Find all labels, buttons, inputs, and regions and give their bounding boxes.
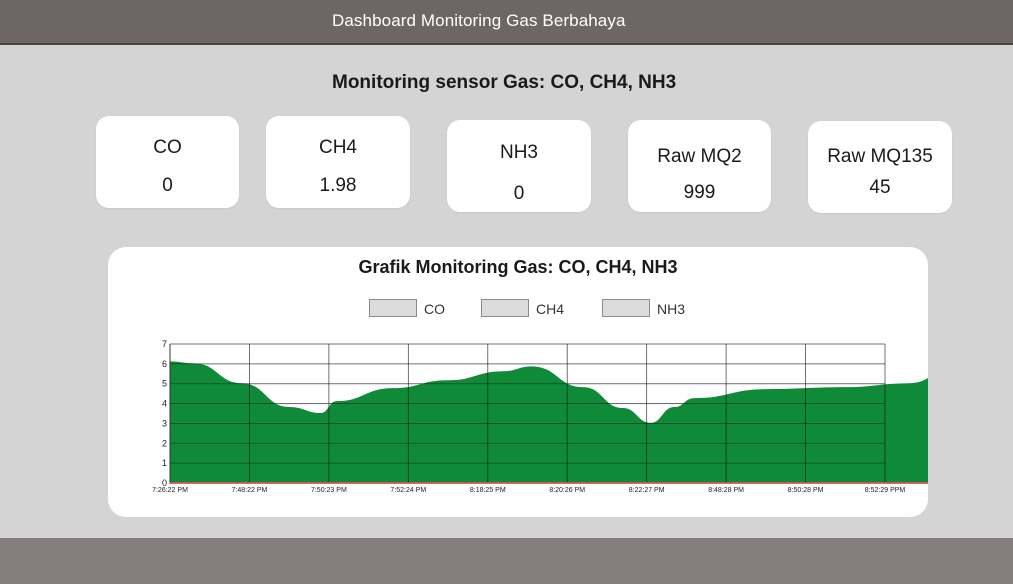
sensor-card-raw-mq2: Raw MQ2 999 [628, 120, 771, 212]
legend-label: CO [424, 301, 445, 317]
sensor-value: 0 [162, 175, 173, 196]
page-title: Monitoring sensor Gas: CO, CH4, NH3 [332, 72, 677, 93]
x-tick-label: 8:52:29 PPM [865, 487, 906, 494]
x-tick-label: 7:52:24 PM [390, 487, 426, 494]
legend-label: NH3 [657, 301, 686, 317]
sensor-value: 0 [513, 183, 525, 204]
x-tick-label: 7:48:22 PM [232, 487, 268, 494]
x-tick-label: 8:22:27 PM [629, 487, 665, 494]
x-tick-label: 7:26:22 PM [152, 487, 188, 494]
sensor-label: NH3 [499, 142, 538, 163]
sensor-card-raw-mq135: Raw MQ135 45 [808, 121, 952, 213]
area-series-ch4 [169, 361, 928, 484]
chart-panel: Grafik Monitoring Gas: CO, CH4, NH3 CO C… [108, 247, 928, 517]
x-tick-label: 7:50:23 PM [311, 487, 347, 494]
x-tick-label: 8:48:28 PM [708, 487, 744, 494]
y-tick-label: 6 [162, 359, 167, 369]
app-title: Dashboard Monitoring Gas Berbahaya [332, 11, 626, 30]
y-tick-label: 7 [162, 339, 167, 349]
x-tick-label: 8:18:25 PM [470, 487, 506, 494]
sensor-value: 45 [869, 177, 891, 198]
area-chart: 0 1 2 3 4 5 6 7 7:26:22 PM 7:48:22 PM 7:50:23 PM 7:… [152, 339, 928, 494]
y-tick-label: 2 [162, 438, 167, 448]
sensor-label: Raw MQ135 [827, 146, 933, 167]
sensor-value: 1.98 [319, 175, 357, 196]
y-tick-label: 0 [162, 478, 167, 488]
sensor-card-co: CO 0 [96, 116, 239, 208]
header-bar: Dashboard Monitoring Gas Berbahaya [0, 0, 1013, 45]
legend-swatch [481, 299, 529, 317]
legend-label: CH4 [536, 301, 565, 317]
legend-swatch [602, 299, 650, 317]
sensor-card-ch4: CH4 1.98 [266, 116, 410, 208]
sensor-card-nh3: NH3 0 [447, 120, 591, 212]
footer-bar [0, 538, 1013, 584]
y-tick-label: 5 [162, 379, 167, 389]
sensor-label: Raw MQ2 [657, 146, 742, 167]
sensor-label: CO [153, 137, 182, 158]
sensor-value: 999 [683, 182, 716, 203]
y-tick-label: 1 [162, 458, 167, 468]
x-tick-label: 8:50:28 PM [788, 487, 824, 494]
y-tick-label: 3 [162, 418, 167, 428]
chart-title: Grafik Monitoring Gas: CO, CH4, NH3 [358, 257, 678, 277]
x-tick-label: 8:20:26 PM [549, 487, 585, 494]
legend-swatch [369, 299, 417, 317]
y-tick-label: 4 [162, 399, 167, 409]
sensor-label: CH4 [318, 137, 357, 158]
